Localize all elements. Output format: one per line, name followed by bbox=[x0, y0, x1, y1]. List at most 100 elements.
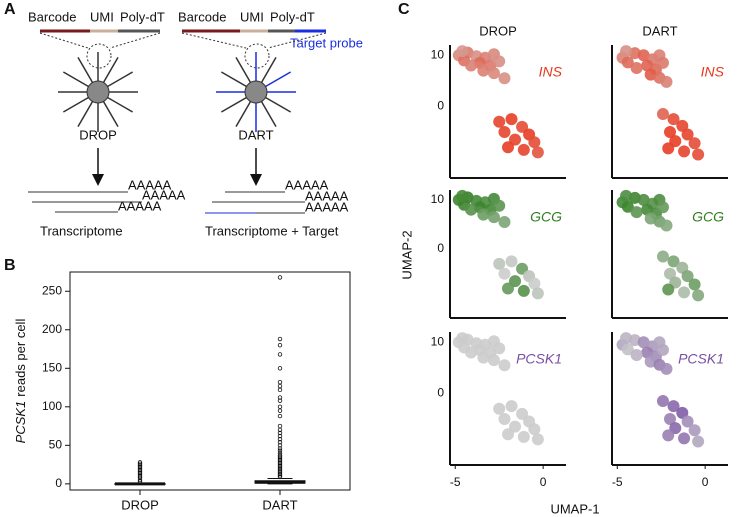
y-axis-label: UMAP-2 bbox=[399, 230, 414, 279]
outlier bbox=[137, 472, 143, 477]
cell bbox=[498, 412, 511, 425]
cell bbox=[477, 351, 490, 364]
outlier bbox=[277, 408, 283, 413]
outlier bbox=[277, 446, 283, 451]
cell bbox=[502, 428, 514, 441]
cell bbox=[516, 407, 529, 420]
outlier bbox=[137, 470, 143, 476]
cell bbox=[509, 133, 522, 146]
cell bbox=[493, 115, 506, 128]
label: Poly-dT bbox=[120, 9, 165, 24]
x-tick-label: 0 bbox=[540, 475, 547, 489]
polya: AAAAA bbox=[305, 188, 349, 203]
outlier bbox=[137, 467, 143, 473]
outlier bbox=[137, 463, 143, 468]
cell bbox=[517, 284, 530, 297]
cell bbox=[692, 289, 705, 302]
gene-label: PCSK1 bbox=[678, 351, 724, 367]
x-axis-label: UMAP-1 bbox=[550, 501, 599, 516]
probe-label: Target probe bbox=[290, 35, 363, 50]
zoom-line bbox=[267, 32, 327, 49]
cell bbox=[681, 128, 694, 141]
cell bbox=[621, 343, 634, 356]
cell bbox=[630, 349, 643, 362]
cell bbox=[692, 148, 705, 161]
x-tick-label: -5 bbox=[612, 475, 623, 489]
outlier bbox=[277, 450, 283, 456]
outlier bbox=[137, 466, 143, 471]
x-tick-label: -5 bbox=[450, 475, 461, 489]
panel-label: C bbox=[398, 1, 410, 18]
y-tick-label: 50 bbox=[49, 437, 63, 451]
plot-frame bbox=[69, 271, 351, 491]
cell bbox=[465, 59, 478, 72]
result-label: Transcriptome bbox=[40, 223, 123, 238]
cell bbox=[620, 332, 633, 345]
cell bbox=[664, 267, 676, 280]
cell bbox=[509, 420, 522, 433]
cell bbox=[667, 400, 680, 413]
cell bbox=[505, 400, 518, 413]
outlier bbox=[137, 475, 143, 480]
cell bbox=[531, 433, 544, 446]
cell bbox=[676, 119, 689, 132]
outlier bbox=[277, 453, 283, 458]
cell bbox=[620, 45, 633, 58]
outlier bbox=[277, 473, 283, 478]
gene-label: INS bbox=[701, 64, 725, 80]
cell bbox=[493, 199, 506, 212]
outlier bbox=[277, 275, 283, 280]
cell bbox=[662, 283, 675, 296]
outlier bbox=[277, 366, 283, 371]
arrowhead bbox=[250, 174, 262, 186]
bead bbox=[244, 80, 268, 104]
cell bbox=[487, 67, 500, 80]
y-tick-label: 150 bbox=[42, 360, 62, 374]
cell bbox=[528, 277, 541, 290]
method-label: DART bbox=[238, 127, 273, 142]
outlier bbox=[277, 336, 283, 342]
method-label: DROP bbox=[79, 127, 117, 142]
outlier bbox=[277, 398, 283, 403]
outlier bbox=[277, 387, 283, 393]
outlier bbox=[277, 404, 283, 410]
cell bbox=[493, 402, 506, 415]
zoom-circle bbox=[86, 43, 112, 69]
panel-label: A bbox=[4, 1, 16, 18]
gene-label: INS bbox=[539, 64, 563, 80]
cell bbox=[681, 415, 694, 428]
cell bbox=[456, 189, 469, 202]
outlier bbox=[277, 463, 283, 469]
cell bbox=[678, 432, 691, 445]
cell bbox=[681, 270, 694, 283]
y-tick-label: 100 bbox=[42, 399, 62, 413]
outlier bbox=[277, 459, 283, 464]
outlier bbox=[277, 436, 283, 442]
label: Poly-dT bbox=[270, 9, 315, 24]
arrowhead bbox=[92, 174, 104, 186]
polya: AAAAA bbox=[305, 199, 349, 214]
cell bbox=[531, 146, 544, 159]
label: Barcode bbox=[28, 9, 76, 24]
cell bbox=[656, 56, 669, 69]
column-title: DART bbox=[642, 23, 677, 38]
cell bbox=[662, 142, 675, 155]
cell bbox=[477, 64, 490, 77]
outlier bbox=[277, 440, 283, 445]
cell bbox=[498, 72, 511, 85]
cell bbox=[502, 141, 514, 154]
y-tick-label: 0 bbox=[437, 386, 444, 400]
cell bbox=[621, 200, 634, 213]
outlier bbox=[137, 460, 143, 465]
cell bbox=[656, 343, 669, 356]
label: UMI bbox=[90, 9, 114, 24]
outlier bbox=[277, 413, 283, 419]
y-tick-label: 250 bbox=[42, 283, 62, 297]
y-tick-label: 10 bbox=[431, 192, 445, 206]
outlier bbox=[277, 457, 283, 463]
outlier bbox=[137, 461, 143, 467]
outlier bbox=[277, 379, 283, 385]
cell bbox=[678, 145, 691, 158]
column-title: DROP bbox=[479, 23, 517, 38]
